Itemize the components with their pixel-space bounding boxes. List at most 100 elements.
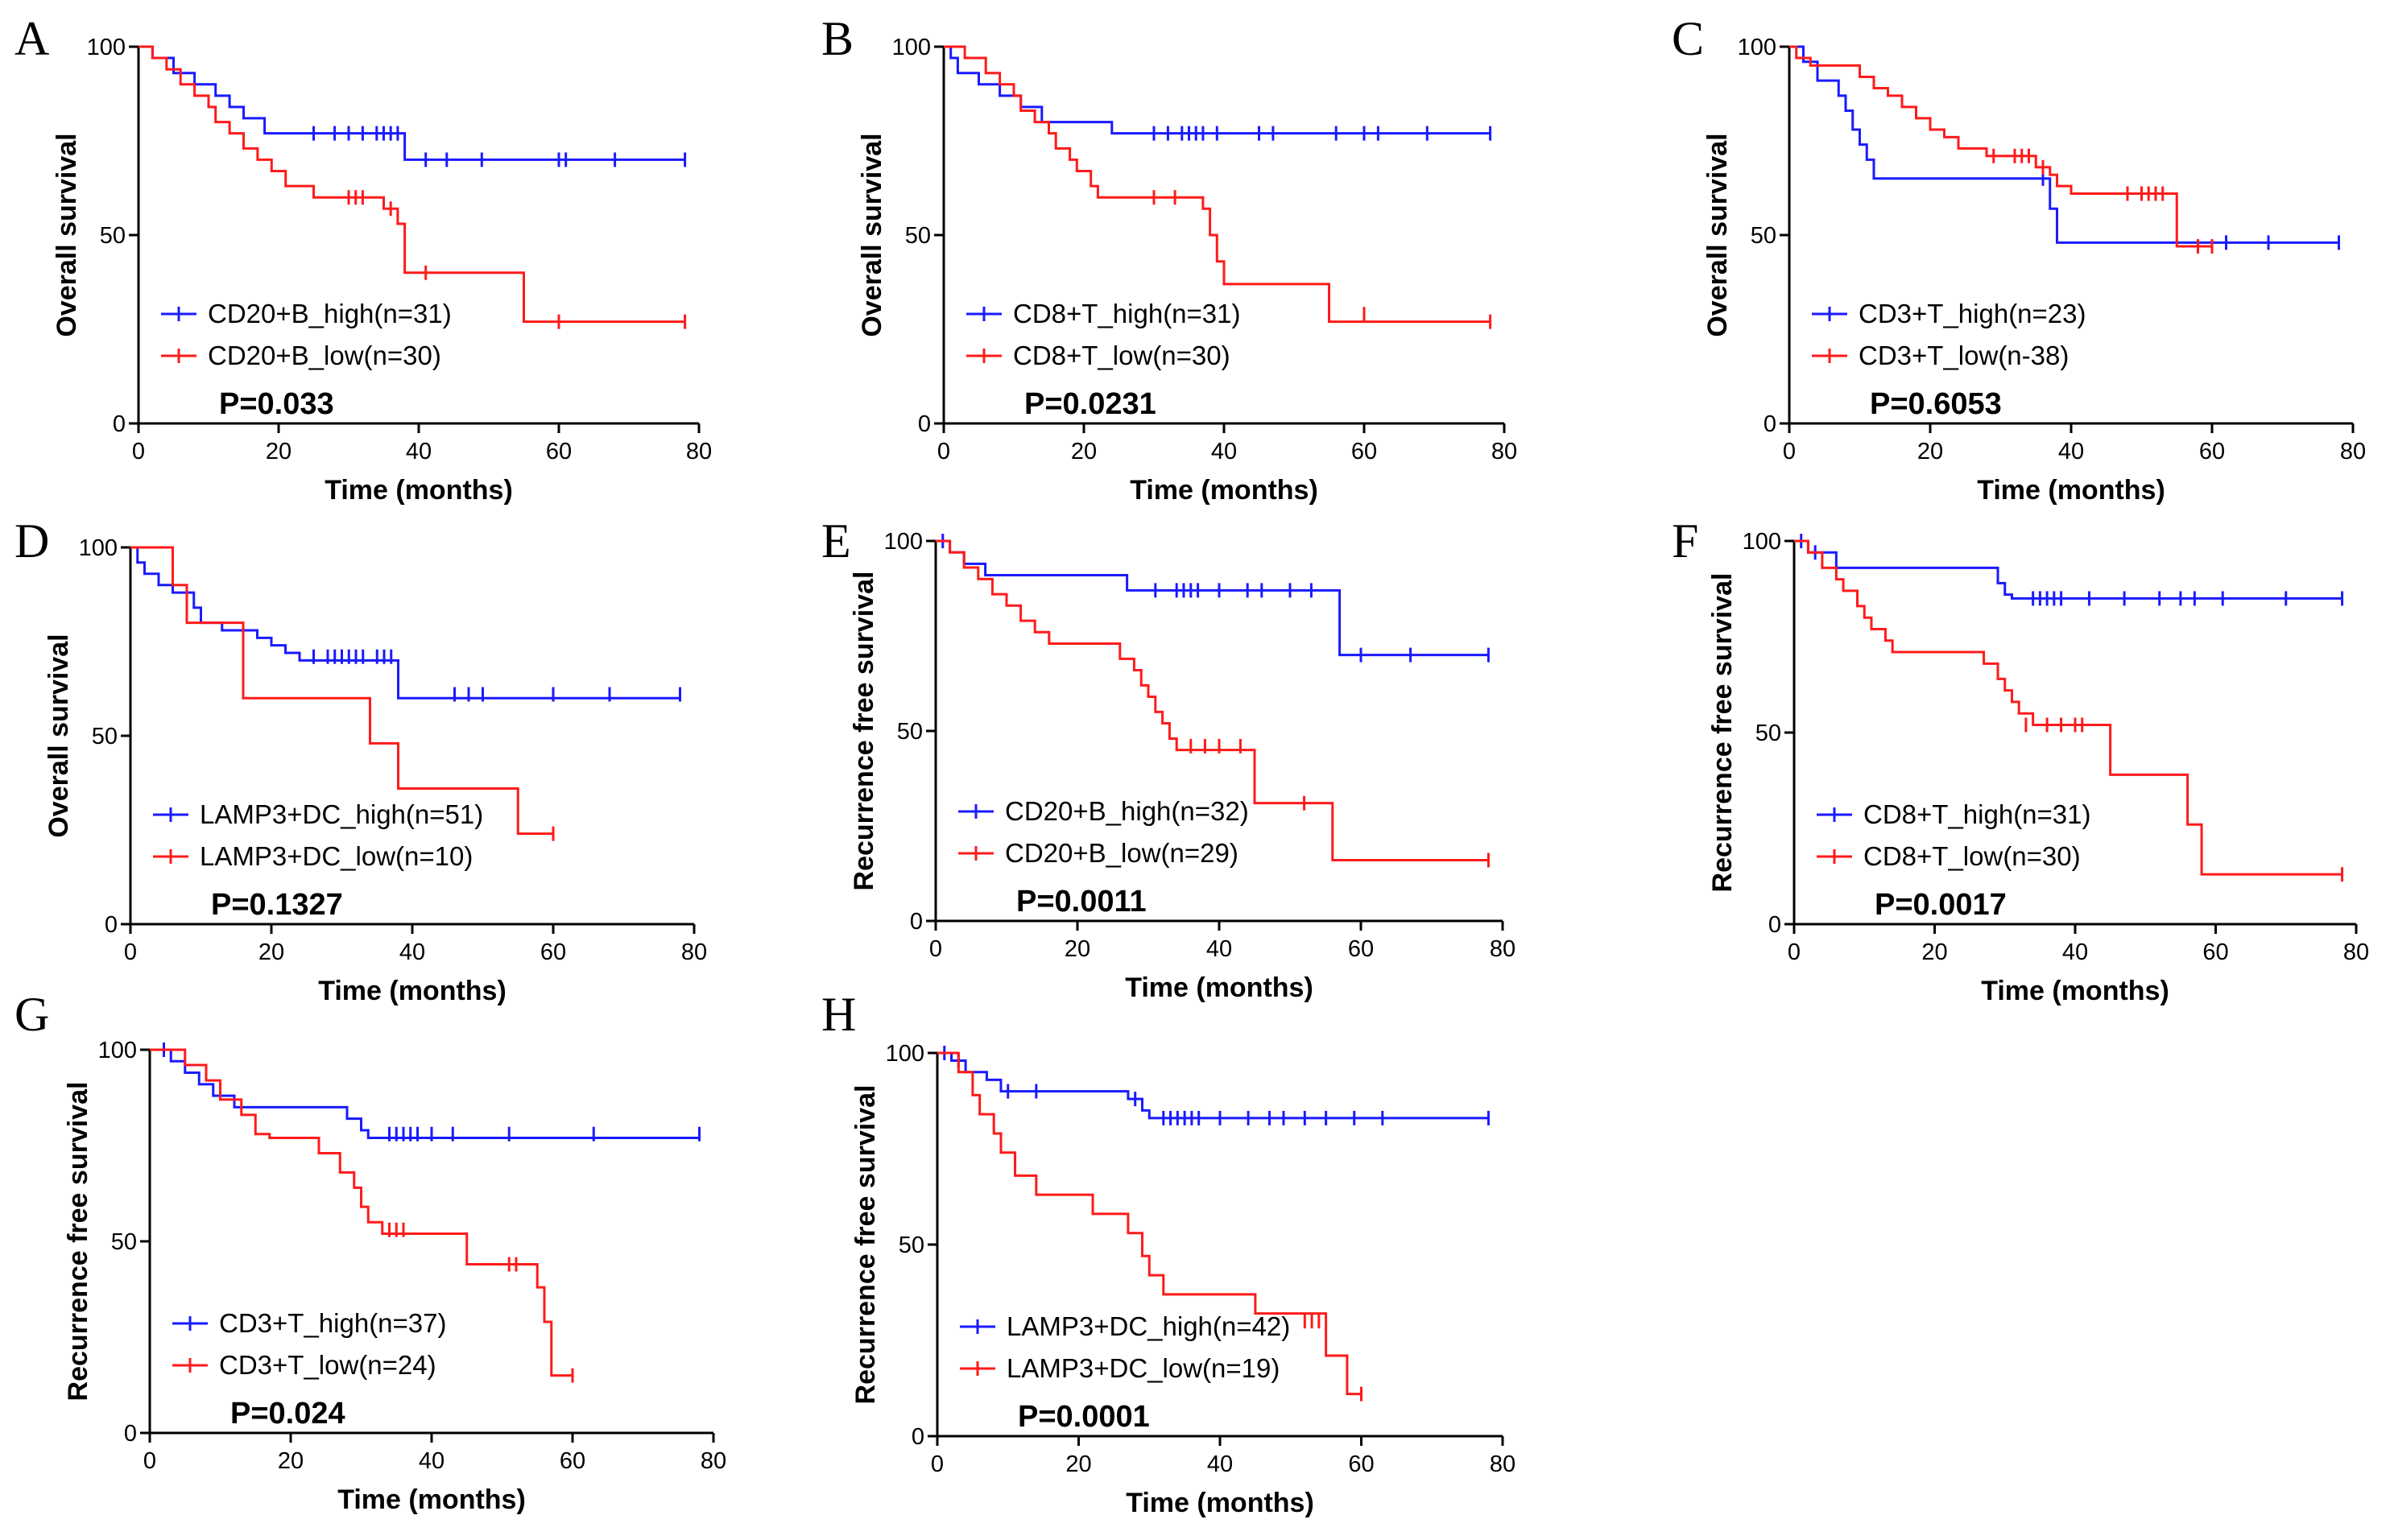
y-axis-title: Overall survival bbox=[43, 634, 74, 837]
survival-curve-low bbox=[936, 539, 1489, 861]
p-value: P=0.6053 bbox=[1870, 387, 2002, 421]
y-axis-title: Recurrence free survival bbox=[63, 1082, 93, 1402]
y-axis-title: Recurrence free survival bbox=[850, 1085, 881, 1405]
x-tick-label: 0 bbox=[143, 1448, 156, 1474]
x-tick-label: 60 bbox=[1348, 936, 1374, 962]
y-tick-label: 100 bbox=[884, 529, 923, 555]
legend-label-low: LAMP3+DC_low(n=19) bbox=[1007, 1353, 1280, 1383]
panel-d: D 0 20 40 60 80 0 50 100 Time (months) Overall sur… bbox=[14, 514, 707, 1006]
panel-b: B 0 20 40 60 80 0 50 100 Time (months) Overall sur… bbox=[821, 12, 1517, 506]
panel-c: C 0 20 40 60 80 0 50 100 Time (months) Overall sur… bbox=[1672, 12, 2366, 506]
panel-g: G 0 20 40 60 80 0 50 100 Time (months) Recurrence … bbox=[14, 988, 726, 1515]
survival-curve-high bbox=[936, 539, 1489, 657]
x-axis-title: Time (months) bbox=[318, 976, 507, 1006]
legend-label-high: CD8+T_high(n=31) bbox=[1013, 299, 1241, 328]
survival-curve-low bbox=[1789, 45, 2212, 248]
panel-letter: F bbox=[1672, 514, 1698, 568]
x-tick-label: 0 bbox=[1788, 939, 1801, 965]
p-value: P=0.0001 bbox=[1018, 1400, 1150, 1434]
x-tick-label: 20 bbox=[1917, 439, 1943, 464]
x-axis-title: Time (months) bbox=[1130, 475, 1318, 506]
x-tick-label: 40 bbox=[2058, 439, 2084, 464]
legend-label-high: CD8+T_high(n=31) bbox=[1863, 799, 2091, 829]
x-axis-title: Time (months) bbox=[1126, 1488, 1314, 1518]
legend-label-low: CD20+B_low(n=30) bbox=[208, 341, 441, 370]
y-tick-label: 0 bbox=[113, 411, 126, 437]
y-tick-label: 50 bbox=[905, 223, 931, 249]
y-tick-label: 0 bbox=[918, 411, 931, 437]
x-tick-label: 40 bbox=[1211, 439, 1237, 464]
x-tick-label: 40 bbox=[1206, 936, 1232, 962]
x-tick-label: 80 bbox=[686, 439, 712, 464]
panel-a: A 0 20 40 60 80 0 50 100 Time (months) Overall sur… bbox=[14, 12, 712, 506]
y-tick-label: 100 bbox=[1743, 529, 1781, 555]
x-tick-label: 20 bbox=[266, 439, 292, 464]
legend-label-low: CD8+T_low(n=30) bbox=[1863, 841, 2081, 871]
y-axis-title: Overall survival bbox=[857, 133, 887, 336]
y-tick-label: 0 bbox=[105, 912, 118, 938]
panel-letter: A bbox=[14, 12, 49, 65]
x-tick-label: 40 bbox=[1207, 1451, 1233, 1477]
p-value: P=0.0231 bbox=[1024, 387, 1156, 421]
p-value: P=0.024 bbox=[230, 1397, 345, 1431]
legend-label-low: LAMP3+DC_low(n=10) bbox=[200, 841, 473, 871]
legend-label-low: CD8+T_low(n=30) bbox=[1013, 341, 1230, 370]
x-tick-label: 60 bbox=[560, 1448, 585, 1474]
y-tick-label: 50 bbox=[100, 223, 126, 249]
x-tick-label: 60 bbox=[2199, 439, 2225, 464]
panel-h: H 0 20 40 60 80 0 50 100 Time (months) Recurrence … bbox=[821, 988, 1515, 1518]
x-tick-label: 80 bbox=[701, 1448, 726, 1474]
x-tick-label: 20 bbox=[258, 939, 284, 965]
legend-label-high: CD3+T_high(n=37) bbox=[219, 1308, 447, 1338]
y-tick-label: 50 bbox=[1755, 720, 1781, 746]
legend-label-low: CD3+T_low(n=24) bbox=[219, 1350, 436, 1380]
x-tick-label: 20 bbox=[1921, 939, 1947, 965]
x-axis-title: Time (months) bbox=[1125, 972, 1313, 1003]
x-tick-label: 80 bbox=[1491, 439, 1517, 464]
legend-label-high: CD20+B_high(n=31) bbox=[208, 299, 452, 328]
x-tick-label: 60 bbox=[546, 439, 572, 464]
x-tick-label: 0 bbox=[124, 939, 137, 965]
y-tick-label: 50 bbox=[897, 719, 923, 745]
survival-curve-low bbox=[130, 546, 553, 836]
x-tick-label: 40 bbox=[399, 939, 425, 965]
x-tick-label: 80 bbox=[1490, 936, 1515, 962]
y-tick-label: 100 bbox=[892, 35, 931, 60]
y-tick-label: 50 bbox=[92, 724, 118, 749]
panel-letter: B bbox=[821, 12, 854, 65]
y-tick-label: 100 bbox=[87, 35, 126, 60]
panel-letter: D bbox=[14, 514, 49, 568]
panel-e: E 0 20 40 60 80 0 50 100 Time (months) Recurrence … bbox=[821, 514, 1515, 1003]
panel-letter: E bbox=[821, 514, 851, 568]
panel-letter: H bbox=[821, 988, 856, 1041]
p-value: P=0.0011 bbox=[1016, 885, 1147, 919]
y-axis-title: Recurrence free survival bbox=[1707, 573, 1738, 893]
x-axis-title: Time (months) bbox=[337, 1484, 526, 1515]
x-tick-label: 40 bbox=[406, 439, 432, 464]
legend-label-high: LAMP3+DC_high(n=42) bbox=[1007, 1311, 1290, 1341]
x-tick-label: 40 bbox=[419, 1448, 445, 1474]
x-tick-label: 60 bbox=[1348, 1451, 1374, 1477]
legend-label-low: CD20+B_low(n=29) bbox=[1005, 838, 1238, 868]
legend-label-low: CD3+T_low(n-38) bbox=[1859, 341, 2069, 370]
survival-curve-low bbox=[139, 45, 685, 324]
x-tick-label: 0 bbox=[929, 936, 942, 962]
legend-label-high: CD20+B_high(n=32) bbox=[1005, 796, 1249, 826]
legend-label-high: CD3+T_high(n=23) bbox=[1859, 299, 2086, 328]
survival-curve-low bbox=[944, 45, 1491, 324]
x-tick-label: 60 bbox=[1351, 439, 1377, 464]
y-tick-label: 50 bbox=[1751, 223, 1776, 249]
p-value: P=0.033 bbox=[219, 387, 334, 421]
survival-curve-high bbox=[139, 45, 685, 161]
survival-curve-low bbox=[150, 1048, 573, 1377]
x-tick-label: 20 bbox=[1065, 936, 1090, 962]
x-tick-label: 60 bbox=[2202, 939, 2228, 965]
x-tick-label: 0 bbox=[132, 439, 145, 464]
y-tick-label: 0 bbox=[910, 909, 923, 935]
y-tick-label: 0 bbox=[124, 1421, 137, 1447]
panel-letter: C bbox=[1672, 12, 1704, 65]
y-tick-label: 50 bbox=[899, 1232, 924, 1258]
x-tick-label: 0 bbox=[931, 1451, 944, 1477]
x-axis-title: Time (months) bbox=[325, 475, 513, 506]
